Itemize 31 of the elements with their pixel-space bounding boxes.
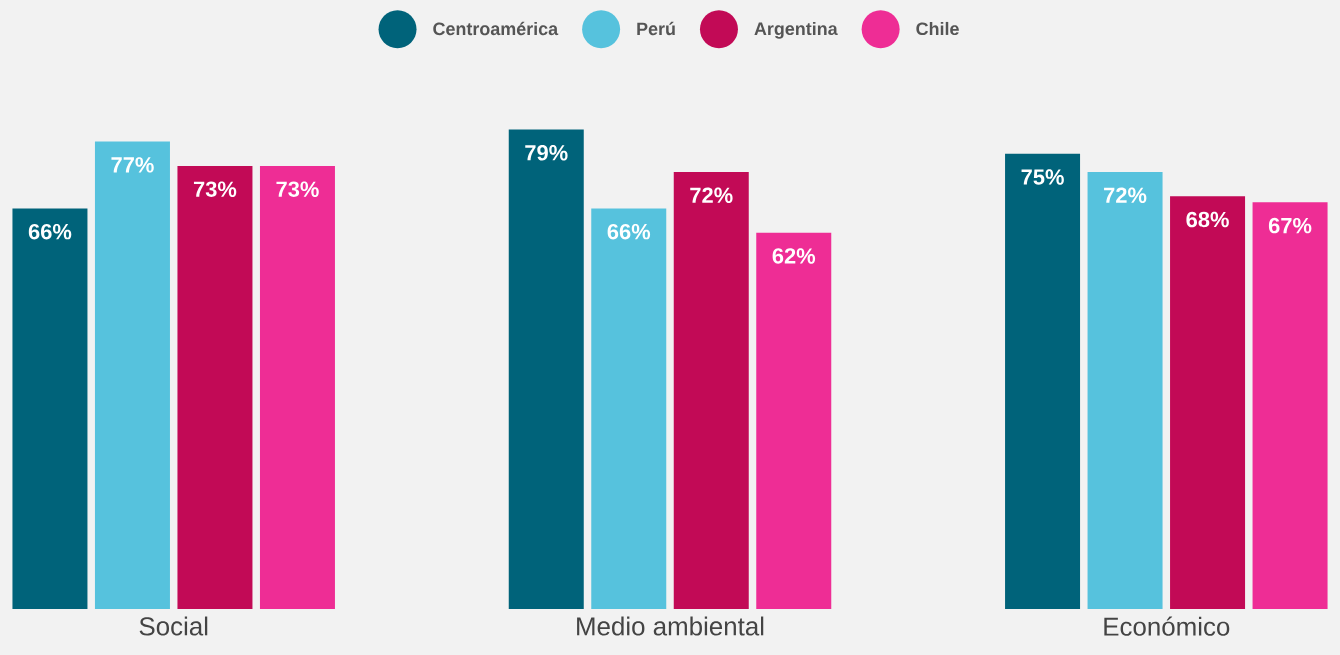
bar <box>94 141 170 609</box>
bar <box>1170 196 1246 609</box>
bar <box>591 208 667 609</box>
data-label: 79% <box>525 144 568 161</box>
bar <box>1252 202 1328 609</box>
data-label: 66% <box>28 223 72 240</box>
data-label: 72% <box>1104 187 1147 203</box>
bar <box>177 165 253 609</box>
x-tick-label: Social <box>139 616 208 636</box>
bar <box>12 208 88 609</box>
data-label: 67% <box>1268 217 1312 234</box>
data-label: 68% <box>1186 211 1229 228</box>
legend-label: Chile <box>916 21 959 36</box>
data-label: 66% <box>607 223 651 240</box>
data-label: 62% <box>772 248 816 264</box>
legend-label: Argentina <box>754 21 838 39</box>
bar <box>508 129 584 609</box>
data-label: 73% <box>193 181 237 197</box>
legend-label: Centroamérica <box>433 21 559 36</box>
x-tick-label: Medio ambiental <box>577 616 764 636</box>
bar <box>673 171 749 609</box>
data-label: 75% <box>1021 169 1064 185</box>
bar <box>756 232 832 609</box>
bar <box>1005 153 1081 609</box>
data-label: 73% <box>276 181 319 197</box>
legend-label: Perú <box>637 21 675 36</box>
data-label: 77% <box>111 157 154 173</box>
x-tick-label: Económico <box>1104 616 1230 636</box>
data-label: 72% <box>690 187 733 203</box>
bar <box>1087 171 1163 609</box>
bar <box>259 165 335 609</box>
